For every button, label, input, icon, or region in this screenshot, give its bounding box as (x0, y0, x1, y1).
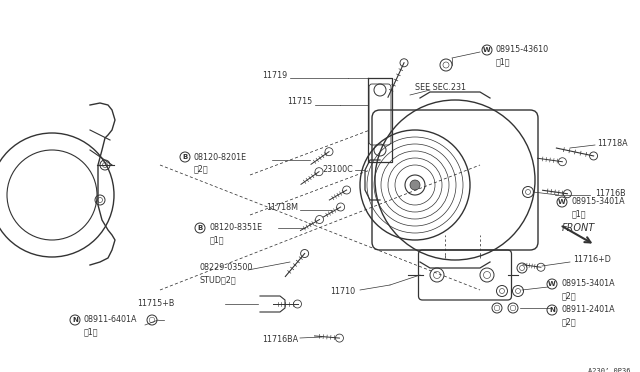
Text: B: B (182, 154, 188, 160)
Text: 11719: 11719 (262, 71, 287, 80)
Text: 11718A: 11718A (597, 138, 628, 148)
Text: 11710: 11710 (330, 288, 355, 296)
Text: （2）: （2） (562, 292, 577, 301)
Text: FRONT: FRONT (562, 223, 595, 233)
Text: 11716B: 11716B (595, 189, 626, 198)
Text: （1）: （1） (84, 327, 99, 337)
Text: A230’ 0P36: A230’ 0P36 (588, 368, 630, 372)
Text: 23100C: 23100C (323, 166, 353, 174)
Text: 08229-03500: 08229-03500 (200, 263, 253, 273)
Text: 08911-6401A: 08911-6401A (84, 315, 138, 324)
Text: 〈1〉: 〈1〉 (572, 209, 586, 218)
Text: 11715+B: 11715+B (138, 299, 175, 308)
Text: B: B (197, 225, 203, 231)
Text: W: W (483, 47, 491, 53)
Text: 08915-3401A: 08915-3401A (572, 198, 626, 206)
Text: 08915-43610: 08915-43610 (496, 45, 549, 55)
Text: （2）: （2） (562, 317, 577, 327)
Text: 11716BA: 11716BA (262, 336, 298, 344)
Text: 08915-3401A: 08915-3401A (562, 279, 616, 289)
Text: （1）: （1） (210, 235, 225, 244)
Text: 11715: 11715 (287, 97, 312, 106)
Circle shape (410, 180, 420, 190)
Text: 08120-8201E: 08120-8201E (194, 153, 247, 161)
Text: （1）: （1） (496, 58, 511, 67)
Text: SEE SEC.231: SEE SEC.231 (415, 83, 466, 93)
Text: （2）: （2） (194, 164, 209, 173)
Text: 11716+D: 11716+D (573, 256, 611, 264)
Text: N: N (72, 317, 78, 323)
Text: 08120-8351E: 08120-8351E (210, 224, 263, 232)
Text: W: W (558, 199, 566, 205)
Text: STUD（2）: STUD（2） (200, 276, 237, 285)
Text: N: N (549, 307, 555, 313)
Text: W: W (548, 281, 556, 287)
Text: 08911-2401A: 08911-2401A (562, 305, 616, 314)
Text: 11718M: 11718M (266, 203, 298, 212)
